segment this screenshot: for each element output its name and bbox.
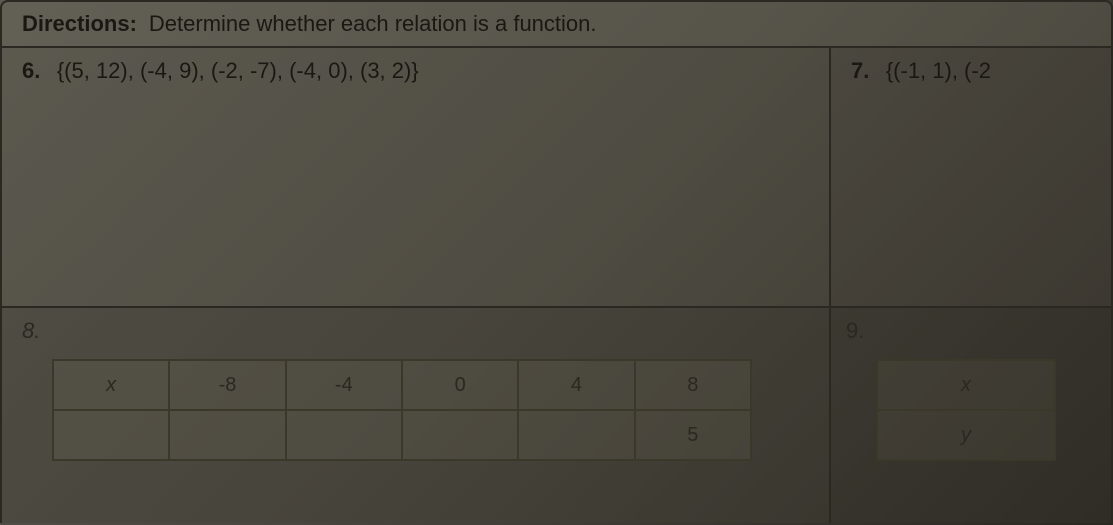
table-cell: [402, 410, 518, 460]
table-cell: 5: [635, 410, 751, 460]
problem-8-table: x -8 -4 0 4 8 5: [52, 359, 752, 461]
table-cell: [286, 410, 402, 460]
problem-6-content: {(5, 12), (-4, 9), (-2, -7), (-4, 0), (3…: [57, 58, 419, 83]
directions-label: Directions:: [22, 11, 137, 37]
table-cell: 8: [635, 360, 751, 410]
problem-7-number: 7.: [851, 58, 869, 83]
table-cell: -4: [286, 360, 402, 410]
problem-9: 9. x y: [831, 308, 1111, 523]
problem-6: 6. {(5, 12), (-4, 9), (-2, -7), (-4, 0),…: [2, 48, 831, 306]
problem-8-number: 8.: [22, 318, 809, 344]
problem-9-table: x y: [876, 359, 1056, 461]
table-cell: 4: [518, 360, 634, 410]
table-cell: 0: [402, 360, 518, 410]
table-cell: [518, 410, 634, 460]
table-cell: [169, 410, 285, 460]
directions-row: Directions: Determine whether each relat…: [0, 0, 1113, 48]
table-cell: -8: [169, 360, 285, 410]
problem-6-number: 6.: [22, 58, 40, 83]
table-row: x: [877, 360, 1055, 410]
worksheet-container: Directions: Determine whether each relat…: [0, 0, 1113, 525]
table-row: y: [877, 410, 1055, 460]
table-cell: x: [53, 360, 169, 410]
problem-8: 8. x -8 -4 0 4 8 5: [2, 308, 831, 523]
table-cell: y: [877, 410, 1055, 460]
problems-row-1: 6. {(5, 12), (-4, 9), (-2, -7), (-4, 0),…: [0, 48, 1113, 308]
table-row: x -8 -4 0 4 8: [53, 360, 751, 410]
problems-row-2: 8. x -8 -4 0 4 8 5: [0, 308, 1113, 523]
problem-9-number: 9.: [846, 318, 1096, 344]
table-row: 5: [53, 410, 751, 460]
problem-7: 7. {(-1, 1), (-2: [831, 48, 1111, 306]
directions-text: Determine whether each relation is a fun…: [149, 11, 597, 37]
table-cell: [53, 410, 169, 460]
problem-7-content: {(-1, 1), (-2: [886, 58, 991, 83]
table-cell: x: [877, 360, 1055, 410]
